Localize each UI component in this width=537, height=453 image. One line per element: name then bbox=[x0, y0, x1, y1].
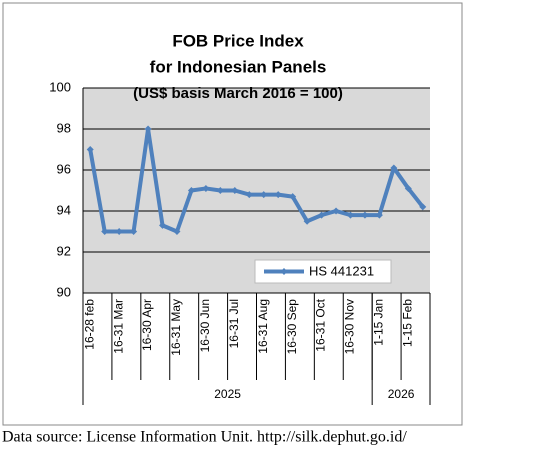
data-point bbox=[260, 191, 268, 199]
y-tick-label: 94 bbox=[57, 202, 71, 217]
data-point bbox=[115, 228, 123, 235]
data-point bbox=[202, 184, 210, 192]
chart-title: FOB Price Index bbox=[172, 31, 304, 50]
x-tick-label: 16-30 Apr bbox=[140, 299, 154, 351]
data-point bbox=[375, 211, 383, 219]
group-label: 2025 bbox=[214, 387, 241, 401]
data-point bbox=[390, 164, 398, 172]
data-point bbox=[404, 184, 412, 192]
x-tick-label: 16-28 feb bbox=[82, 299, 96, 350]
data-point bbox=[346, 211, 354, 219]
y-tick-label: 96 bbox=[57, 161, 71, 176]
data-point bbox=[130, 228, 138, 235]
y-tick-label: 100 bbox=[49, 79, 71, 94]
data-point bbox=[318, 211, 326, 219]
data-point bbox=[101, 228, 109, 235]
data-point bbox=[245, 191, 253, 199]
y-tick-label: 90 bbox=[57, 284, 71, 299]
data-point bbox=[231, 187, 239, 194]
legend-marker bbox=[280, 268, 288, 275]
x-tick-label: 16-31 Oct bbox=[314, 298, 328, 351]
data-point bbox=[159, 221, 167, 229]
y-tick-label: 98 bbox=[57, 120, 71, 135]
data-point bbox=[187, 187, 195, 194]
data-point bbox=[332, 207, 340, 215]
y-tick-label: 92 bbox=[57, 243, 71, 258]
data-point bbox=[289, 193, 297, 201]
source-note: Data source: License Information Unit. h… bbox=[2, 429, 407, 446]
x-tick-label: 16-31 May bbox=[169, 299, 183, 356]
data-point bbox=[419, 203, 427, 211]
data-point bbox=[173, 228, 181, 235]
data-point bbox=[216, 187, 224, 194]
group-label: 2026 bbox=[388, 387, 415, 401]
legend-label: HS 441231 bbox=[309, 263, 374, 278]
x-tick-label: 16-30 Jun bbox=[198, 299, 212, 352]
data-point bbox=[274, 191, 282, 199]
x-tick-label: 1-15 Feb bbox=[400, 299, 414, 347]
x-tick-label: 16-31 Mar bbox=[111, 299, 125, 354]
x-tick-label: 16-31 Jul bbox=[227, 299, 241, 348]
legend-box bbox=[254, 259, 392, 284]
data-point bbox=[86, 146, 94, 153]
x-tick-label: 1-15 Jan bbox=[372, 299, 386, 346]
chart-title: for Indonesian Panels bbox=[150, 57, 327, 76]
data-point bbox=[361, 211, 369, 219]
data-point bbox=[144, 125, 152, 133]
x-tick-label: 16-30 Nov bbox=[343, 299, 357, 354]
data-point bbox=[303, 217, 311, 225]
x-tick-label: 16-30 Sep bbox=[285, 299, 299, 355]
x-tick-label: 16-31 Aug bbox=[256, 299, 270, 354]
chart-subtitle: (US$ basis March 2016 = 100) bbox=[133, 85, 343, 102]
